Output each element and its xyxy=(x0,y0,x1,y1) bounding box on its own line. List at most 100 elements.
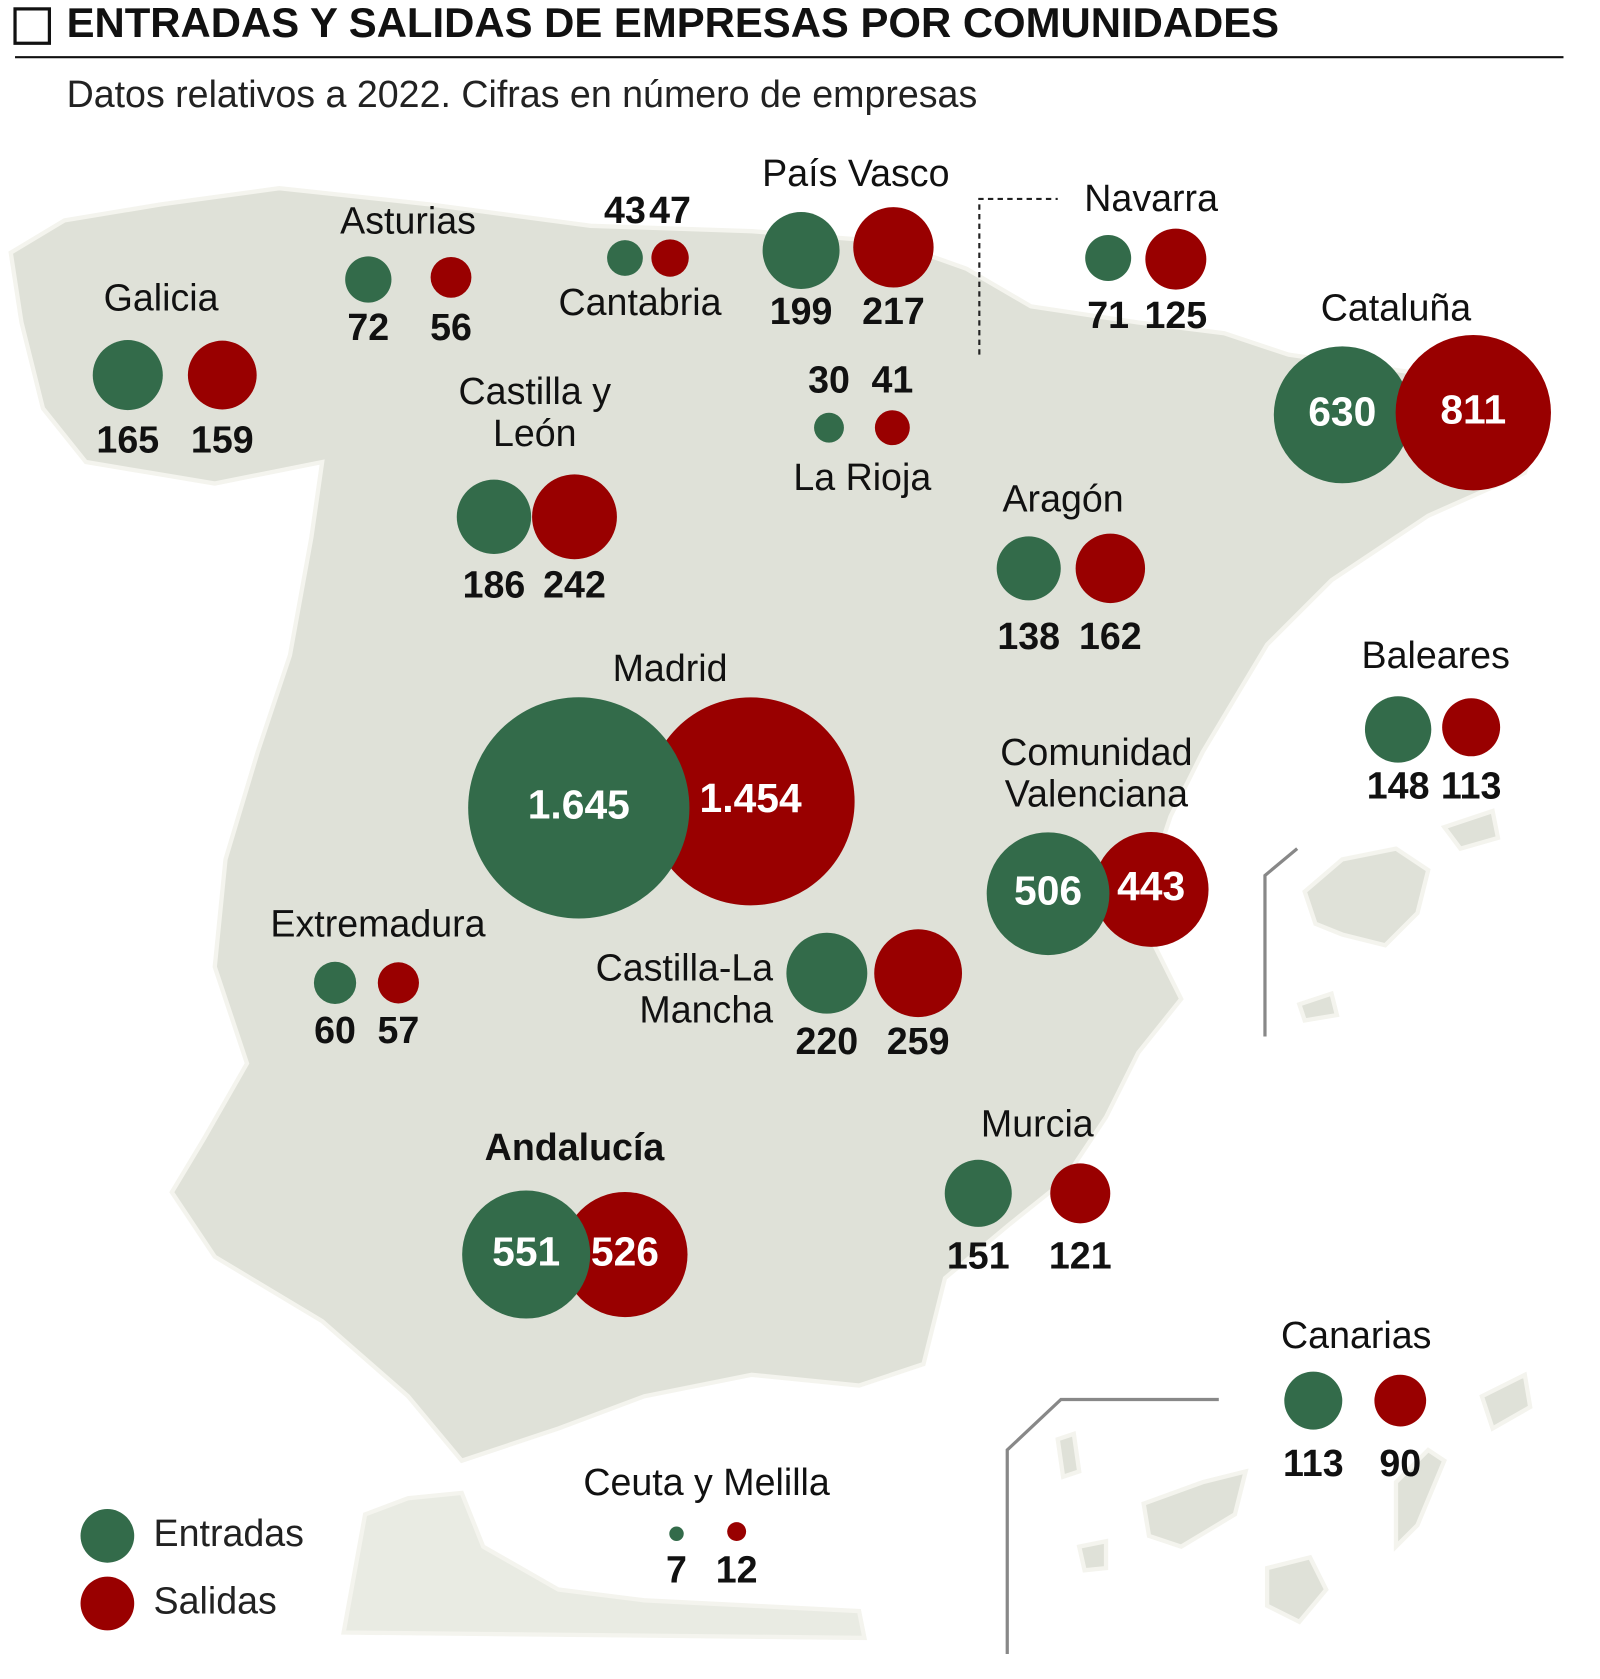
region-label-box: Galicia xyxy=(103,277,219,320)
salidas-bubble xyxy=(532,474,617,560)
value-label: 71 xyxy=(1087,294,1129,336)
value-label: 30 xyxy=(808,359,850,401)
region-label-box: Castilla-La Mancha xyxy=(595,947,774,1032)
value-label: 56 xyxy=(430,306,472,348)
salidas-bubble xyxy=(377,962,419,1004)
entradas-bubble xyxy=(1085,235,1132,282)
region-name: Extremadura xyxy=(270,903,486,946)
navarra-divider xyxy=(978,197,1058,355)
entradas-bubble xyxy=(1284,1371,1343,1430)
inset-frames xyxy=(978,197,1299,1654)
value-label: 60 xyxy=(314,1009,356,1051)
region-name: Navarra xyxy=(1084,177,1218,220)
legend-label: Entradas xyxy=(154,1512,304,1554)
entradas-bubble xyxy=(313,961,357,1004)
value-label: 259 xyxy=(887,1020,950,1062)
canarias-frame xyxy=(1005,1397,1219,1654)
entradas-bubble xyxy=(996,536,1061,601)
value-label: 151 xyxy=(947,1235,1010,1277)
title-box xyxy=(13,7,52,45)
region-label-box: Canarias xyxy=(1281,1314,1432,1357)
entradas-bubble xyxy=(762,212,840,289)
region-label-box: Ceuta y Melilla xyxy=(583,1461,830,1504)
region-name: Cantabria xyxy=(558,281,722,324)
value-label: 506 xyxy=(1014,868,1082,914)
entradas-bubble xyxy=(462,1190,591,1319)
value-label: 217 xyxy=(862,290,925,332)
entradas-bubble xyxy=(92,340,163,411)
region-label-box: Andalucía xyxy=(485,1127,665,1169)
salidas-bubble xyxy=(1145,228,1207,290)
region-name: Canarias xyxy=(1281,1314,1432,1357)
value-label: 162 xyxy=(1079,615,1142,657)
value-label: 41 xyxy=(871,359,913,401)
salidas-bubble xyxy=(187,340,257,410)
entradas-bubble xyxy=(986,832,1110,956)
baleares-frame xyxy=(1263,847,1299,1037)
region-label-box: Cantabria xyxy=(558,281,722,324)
region-name: Baleares xyxy=(1361,634,1510,677)
region-label-box: Castilla y León xyxy=(458,370,611,455)
region-label-box: Baleares xyxy=(1361,634,1510,677)
baleares-island xyxy=(1296,808,1501,1023)
region-name: Castilla-La Mancha xyxy=(595,947,774,1032)
value-label: 113 xyxy=(1283,1442,1344,1484)
entradas-bubble xyxy=(468,697,690,919)
salidas-bubble xyxy=(1374,1374,1427,1427)
value-label: 47 xyxy=(649,189,691,231)
value-label: 199 xyxy=(770,290,833,332)
region-label-box: Extremadura xyxy=(270,903,486,946)
value-label: 1.454 xyxy=(700,775,802,821)
value-label: 7 xyxy=(666,1548,687,1590)
value-label: 159 xyxy=(191,419,254,461)
salidas-bubble xyxy=(562,1191,688,1318)
salidas-bubble xyxy=(874,929,963,1018)
ceuta-melilla-coast xyxy=(341,1490,868,1641)
region-name: La Rioja xyxy=(793,456,932,499)
entradas-bubble xyxy=(345,256,392,303)
salidas-bubble xyxy=(646,697,855,906)
value-label: 630 xyxy=(1308,389,1376,435)
entradas-bubble xyxy=(814,412,844,443)
value-label: 220 xyxy=(795,1020,858,1062)
region-name: Asturias xyxy=(340,200,476,242)
bubbles: Galicia 165 159 Asturias 72 56 Cantabria 43 47 Pa… xyxy=(92,152,1551,1590)
value-label: 138 xyxy=(997,615,1060,657)
region-label-box: Comunidad Valenciana xyxy=(1000,732,1192,816)
region-label-box: Madrid xyxy=(613,648,728,690)
entradas-bubble xyxy=(1364,696,1432,763)
value-label: 242 xyxy=(543,564,606,606)
value-label: 72 xyxy=(347,306,389,348)
region-name: Castilla y León xyxy=(458,370,611,455)
region-name: Galicia xyxy=(103,277,219,320)
entradas-bubble xyxy=(607,240,643,276)
value-label: 12 xyxy=(716,1548,758,1590)
salidas-bubble xyxy=(430,256,472,298)
entradas-bubble xyxy=(786,932,868,1014)
value-label: 43 xyxy=(604,189,646,231)
value-label: 165 xyxy=(96,419,159,461)
value-label: 443 xyxy=(1117,863,1185,909)
legend-label: Salidas xyxy=(154,1579,277,1621)
salidas-bubble xyxy=(1395,334,1551,491)
canarias-islands xyxy=(1055,1371,1533,1625)
entradas-bubble xyxy=(944,1159,1012,1227)
value-label: 57 xyxy=(377,1009,419,1051)
region-label-box: La Rioja xyxy=(793,456,932,499)
chart-subtitle: Datos relativos a 2022. Cifras en número… xyxy=(67,73,978,115)
salidas-bubble xyxy=(727,1522,747,1542)
value-label: 811 xyxy=(1440,386,1506,432)
salidas-bubble xyxy=(853,207,934,288)
region-label-box: Asturias xyxy=(340,200,476,242)
region-name: Ceuta y Melilla xyxy=(583,1461,830,1504)
value-label: 113 xyxy=(1441,764,1502,806)
value-label: 148 xyxy=(1367,764,1430,806)
salidas-bubble xyxy=(1075,533,1146,604)
region-name: Murcia xyxy=(980,1103,1094,1146)
salidas-bubble xyxy=(1050,1163,1111,1224)
chart-title: ENTRADAS Y SALIDAS DE EMPRESAS POR COMUN… xyxy=(67,0,1280,46)
region-name: País Vasco xyxy=(762,152,950,195)
entradas-bubble xyxy=(669,1526,684,1541)
